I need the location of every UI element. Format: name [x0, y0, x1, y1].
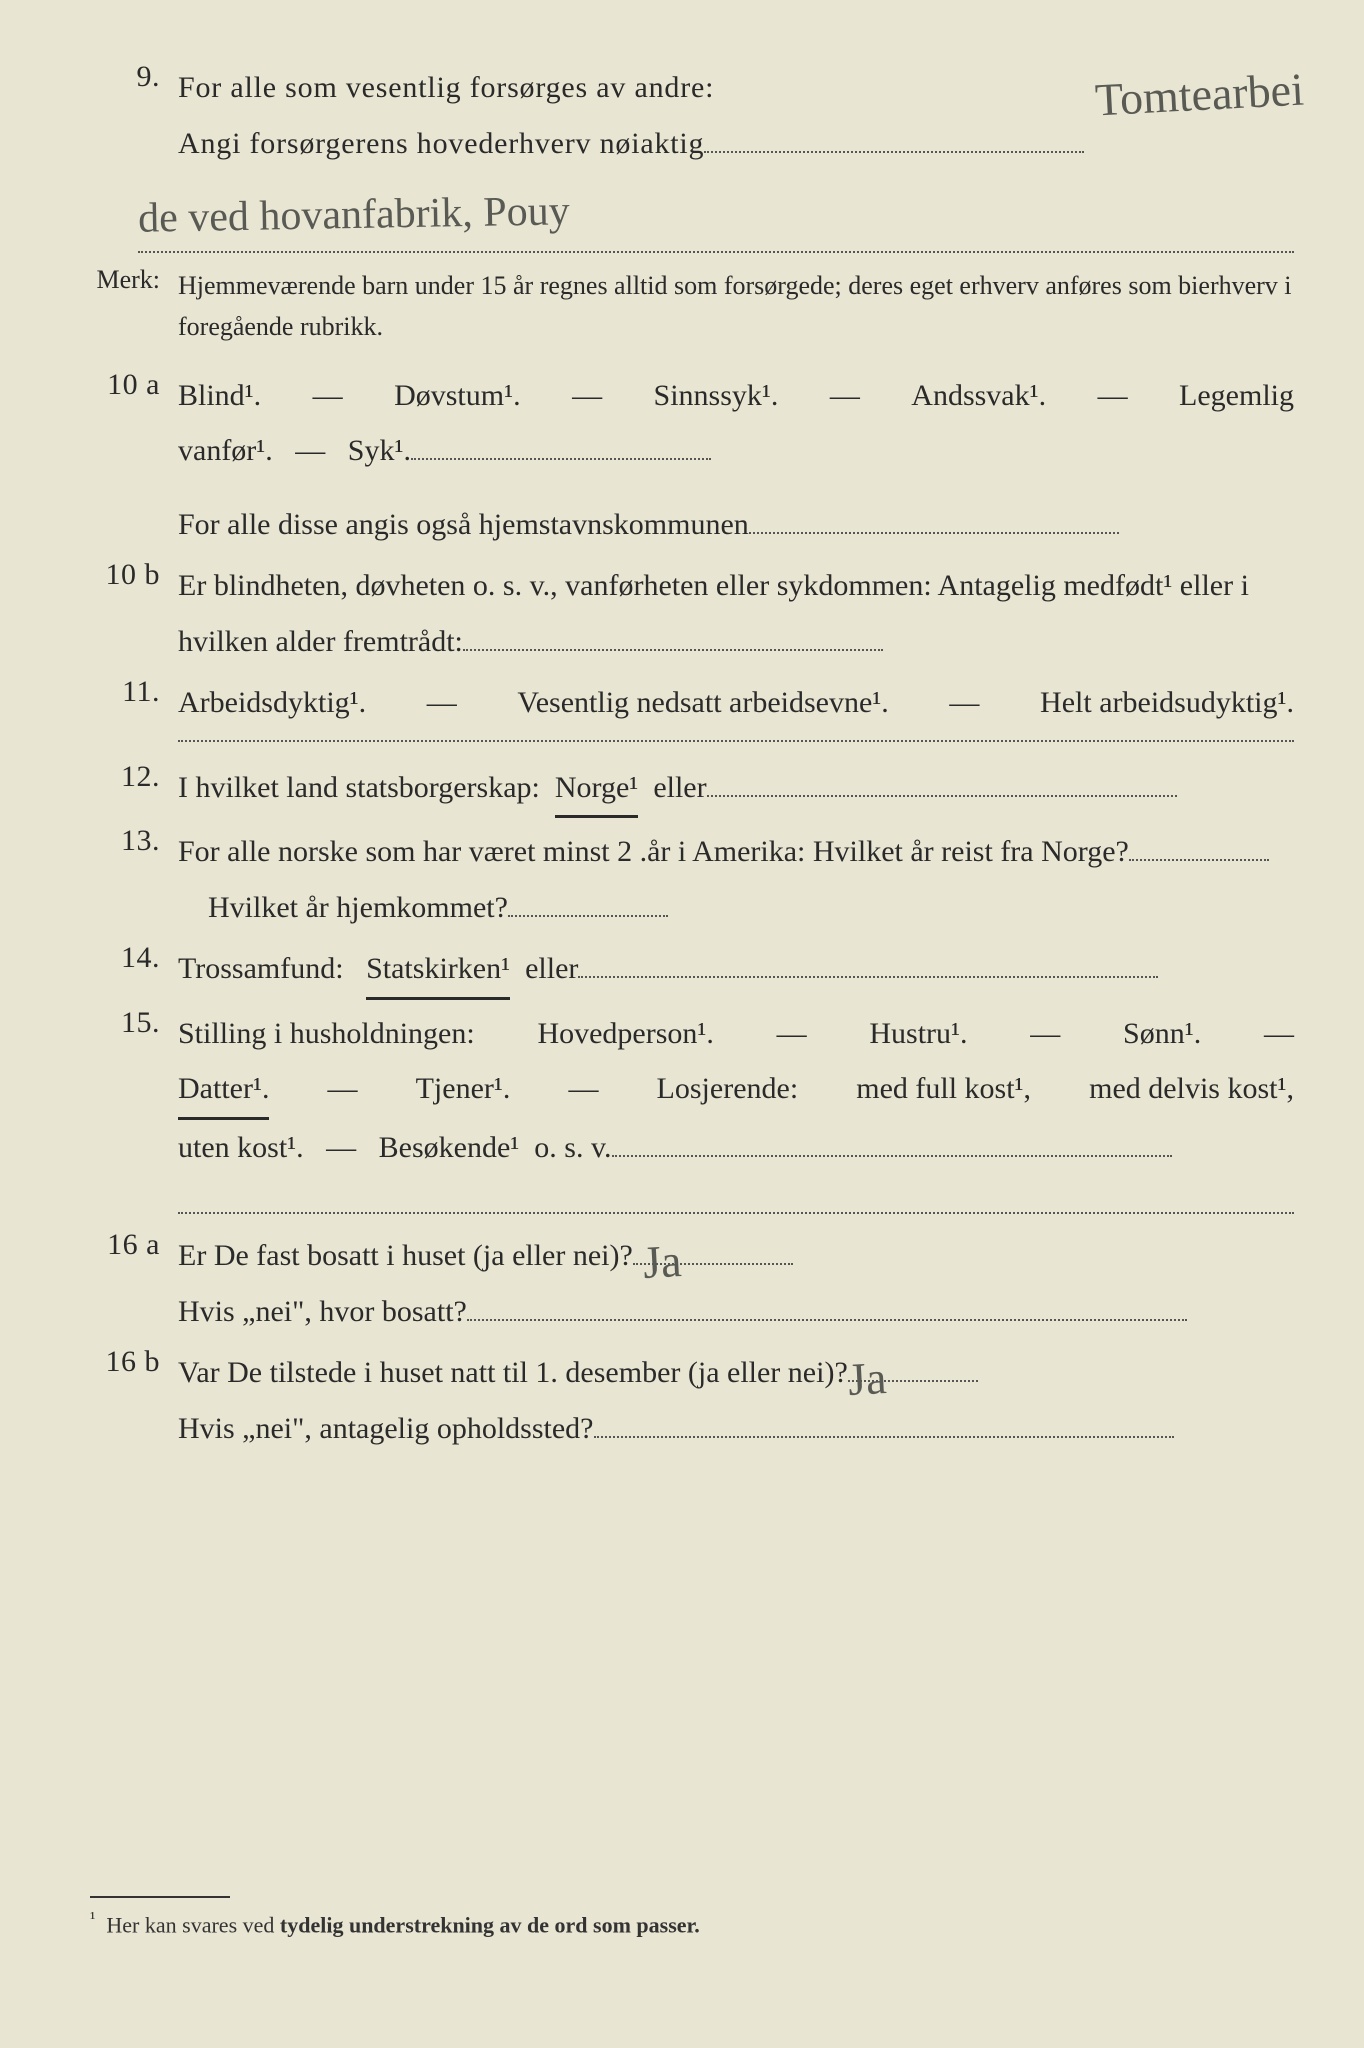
q11-term-0: Arbeidsdyktig¹. [178, 675, 366, 731]
q10a-term-3: Andssvak¹. [911, 368, 1046, 424]
q10a-term-1: Døvstum¹. [394, 368, 521, 424]
q14-body: Trossamfund: Statskirken¹ eller [178, 941, 1294, 1000]
question-10a: 10 a Blind¹. — Døvstum¹. — Sinnssyk¹. — … [90, 368, 1294, 553]
q11-term-1: Vesentlig nedsatt arbeidsevne¹. [517, 675, 888, 731]
q15-losj-label: Losjerende: [657, 1061, 799, 1120]
q16a-line2: Hvis „nei", hvor bosatt? [178, 1295, 467, 1328]
q12-norge: Norge¹ [555, 760, 638, 819]
q16b-line2: Hvis „nei", antagelig opholdssted? [178, 1412, 594, 1445]
q9-body: For alle som vesentlig forsørges av andr… [178, 60, 1294, 253]
q15-term-c0: Besøkende¹ [379, 1131, 520, 1164]
question-10b: 10 b Er blindheten, døvheten o. s. v., v… [90, 558, 1294, 669]
q10a-line2: For alle disse angis også hjemstavnskomm… [178, 508, 749, 541]
q13-text-b: Hvilket år hjemkommet? [208, 891, 508, 924]
q13-number: 13. [90, 824, 160, 858]
question-12: 12. I hvilket land statsborgerskap: Norg… [90, 760, 1294, 819]
q14-text-b: eller [525, 952, 578, 985]
footnote-bold: tydelig understrekning av de ord som pas… [280, 1912, 700, 1937]
q9-number: 9. [90, 60, 160, 94]
merk-label: Merk: [90, 265, 160, 348]
footnote: ¹ Her kan svares ved tydelig understrekn… [90, 1896, 1294, 1938]
q10a-sep: — [830, 368, 860, 424]
q15-losj-2: uten kost¹. [178, 1131, 304, 1164]
q10a-term-2: Sinnssyk¹. [654, 368, 779, 424]
rule [178, 739, 1294, 742]
q15-term-a1: Hustru¹. [869, 1006, 967, 1062]
footnote-text: Her kan svares ved [106, 1912, 274, 1937]
q12-text-a: I hvilket land statsborgerskap: [178, 771, 540, 804]
q10a-term-4a: Legemlig [1179, 368, 1294, 424]
q15-sep: — [1030, 1006, 1060, 1062]
q15-body: Stilling i husholdningen: Hovedperson¹. … [178, 1006, 1294, 1215]
q16b-number: 16 b [90, 1345, 160, 1379]
q10a-sep: — [313, 368, 343, 424]
q13-body: For alle norske som har været minst 2 .å… [178, 824, 1294, 935]
q15-number: 15. [90, 1006, 160, 1040]
q15-losj-1: med delvis kost¹, [1089, 1061, 1294, 1120]
q16b-text: Var De tilstede i huset natt til 1. dese… [178, 1356, 848, 1389]
q15-losj-0: med full kost¹, [856, 1061, 1031, 1120]
q14-statskirken: Statskirken¹ [366, 941, 510, 1000]
q9-line2-label: Angi forsørgerens hovederhverv nøiaktig [178, 127, 704, 160]
q11-number: 11. [90, 675, 160, 709]
q15-sep: — [1264, 1006, 1294, 1062]
q9-handwritten-line: de ved hovanfabrik, Pouy [137, 173, 570, 258]
question-9: 9. For alle som vesentlig forsørges av a… [90, 60, 1294, 253]
q16a-body: Er De fast bosatt i huset (ja eller nei)… [178, 1228, 1294, 1339]
question-14: 14. Trossamfund: Statskirken¹ eller [90, 941, 1294, 1000]
q16a-number: 16 a [90, 1228, 160, 1262]
q10a-sep: — [572, 368, 602, 424]
q16a-text: Er De fast bosatt i huset (ja eller nei)… [178, 1239, 633, 1272]
q11-sep: — [427, 675, 457, 731]
merk-text: Hjemmeværende barn under 15 år regnes al… [178, 265, 1294, 348]
question-16b: 16 b Var De tilstede i huset natt til 1.… [90, 1345, 1294, 1456]
q11-term-2: Helt arbeidsudyktig¹. [1040, 675, 1294, 731]
q10b-text: Er blindheten, døvheten o. s. v., vanfør… [178, 569, 1249, 658]
q15-sep: — [326, 1131, 356, 1164]
q12-text-b: eller [653, 771, 706, 804]
q15-lead: Stilling i husholdningen: [178, 1006, 475, 1062]
footnote-rule [90, 1896, 230, 1898]
q10a-sep: — [1098, 368, 1128, 424]
census-form-page: 9. For alle som vesentlig forsørges av a… [0, 0, 1364, 2048]
q15-sep: — [568, 1061, 598, 1120]
q15-trail: o. s. v. [534, 1131, 611, 1164]
q13-text-a: For alle norske som har været minst 2 .å… [178, 835, 1129, 868]
footnote-marker: ¹ [90, 1908, 95, 1928]
note-merk: Merk: Hjemmeværende barn under 15 år reg… [90, 265, 1294, 348]
q10a-number: 10 a [90, 368, 160, 402]
q10b-number: 10 b [90, 558, 160, 592]
q10a-body: Blind¹. — Døvstum¹. — Sinnssyk¹. — Andss… [178, 368, 1294, 553]
rule [178, 1211, 1294, 1214]
q15-term-a2: Sønn¹. [1123, 1006, 1201, 1062]
q14-text-a: Trossamfund: [178, 952, 344, 985]
question-13: 13. For alle norske som har været minst … [90, 824, 1294, 935]
question-15: 15. Stilling i husholdningen: Hovedperso… [90, 1006, 1294, 1215]
question-16a: 16 a Er De fast bosatt i huset (ja eller… [90, 1228, 1294, 1339]
question-11: 11. Arbeidsdyktig¹. — Vesentlig nedsatt … [90, 675, 1294, 731]
q16a-handwritten: Ja [641, 1218, 684, 1305]
q12-body: I hvilket land statsborgerskap: Norge¹ e… [178, 760, 1294, 819]
q10b-body: Er blindheten, døvheten o. s. v., vanfør… [178, 558, 1294, 669]
q15-sep: — [777, 1006, 807, 1062]
q12-number: 12. [90, 760, 160, 794]
q16b-handwritten: Ja [846, 1335, 889, 1422]
q10a-term-5: Syk¹. [348, 434, 411, 467]
q16b-body: Var De tilstede i huset natt til 1. dese… [178, 1345, 1294, 1456]
q11-body: Arbeidsdyktig¹. — Vesentlig nedsatt arbe… [178, 675, 1294, 731]
q10a-term-4b: vanfør¹. [178, 434, 273, 467]
q15-term-a0: Hovedperson¹. [537, 1006, 713, 1062]
q15-datter: Datter¹. [178, 1061, 269, 1120]
q10a-term-0: Blind¹. [178, 368, 261, 424]
q10a-sep: — [295, 434, 325, 467]
q15-sep: — [328, 1061, 358, 1120]
q14-number: 14. [90, 941, 160, 975]
q9-handwritten-top: Tomtearbei [1093, 47, 1306, 143]
q11-sep: — [949, 675, 979, 731]
q9-line1: For alle som vesentlig forsørges av andr… [178, 71, 714, 104]
q15-term-b0: Tjener¹. [416, 1061, 511, 1120]
